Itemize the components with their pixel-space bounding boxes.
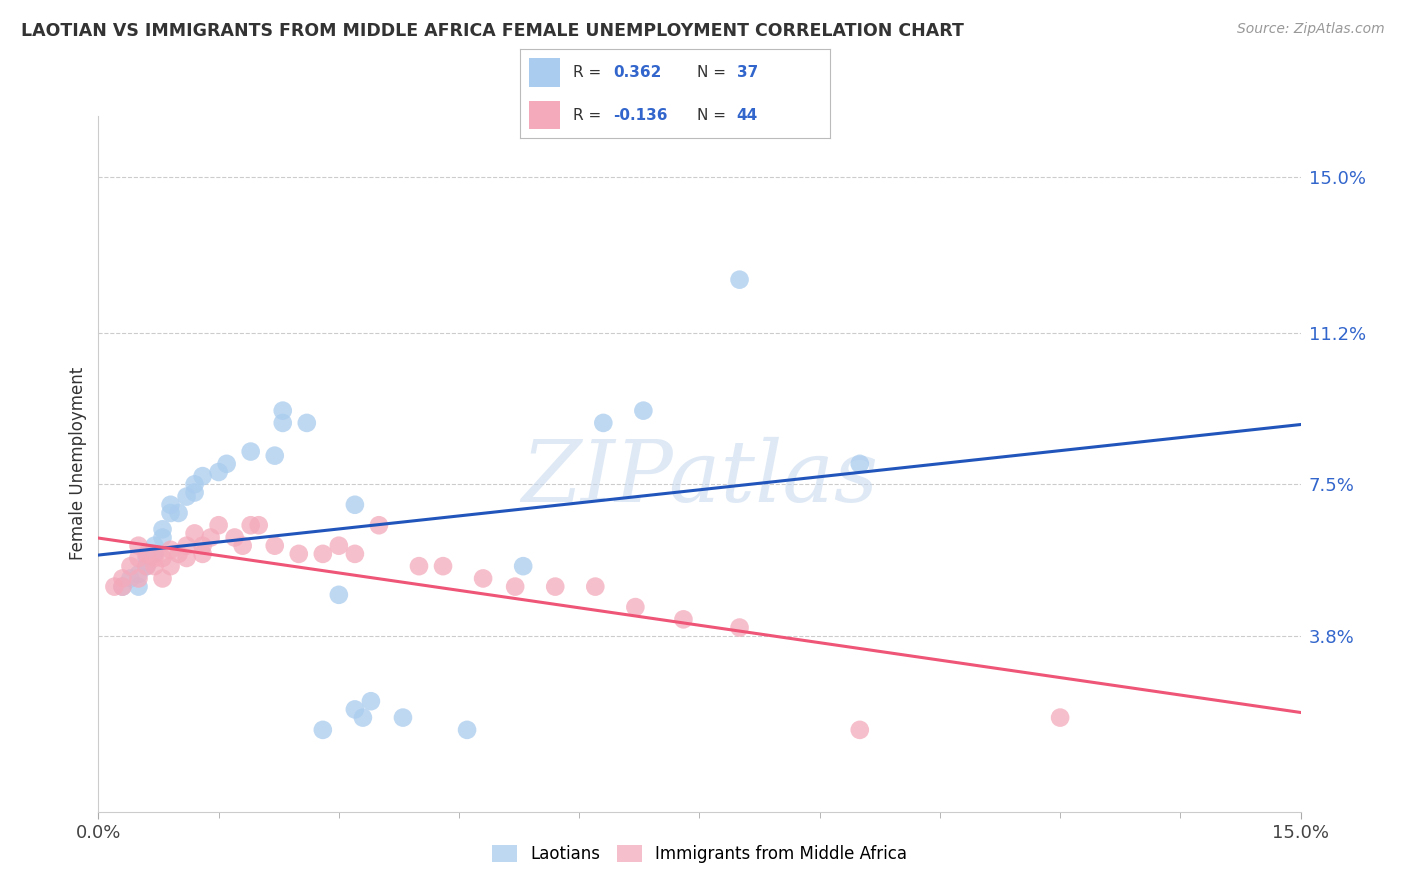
Y-axis label: Female Unemployment: Female Unemployment xyxy=(69,368,87,560)
Point xyxy=(503,580,526,594)
Legend: Laotians, Immigrants from Middle Africa: Laotians, Immigrants from Middle Africa xyxy=(485,838,914,870)
Point xyxy=(176,539,198,553)
Point xyxy=(143,551,166,566)
Point xyxy=(295,416,318,430)
Point xyxy=(159,542,181,557)
Point xyxy=(135,551,157,566)
Point xyxy=(128,580,150,594)
Point xyxy=(592,416,614,430)
Point xyxy=(152,522,174,536)
Point xyxy=(328,539,350,553)
Point xyxy=(128,571,150,585)
Text: N =: N = xyxy=(696,108,730,122)
Point xyxy=(159,498,181,512)
Point xyxy=(392,710,415,724)
Text: R =: R = xyxy=(572,108,606,122)
Point xyxy=(143,539,166,553)
Point xyxy=(512,559,534,574)
Text: Source: ZipAtlas.com: Source: ZipAtlas.com xyxy=(1237,22,1385,37)
Point xyxy=(208,465,231,479)
Text: 0.362: 0.362 xyxy=(613,65,661,79)
Point xyxy=(343,702,366,716)
Text: 44: 44 xyxy=(737,108,758,122)
Point xyxy=(271,416,294,430)
Point xyxy=(143,547,166,561)
Point xyxy=(263,449,285,463)
Point xyxy=(583,580,606,594)
Point xyxy=(200,531,222,545)
Point xyxy=(432,559,454,574)
Point xyxy=(143,559,166,574)
Point xyxy=(288,547,311,561)
Text: ZIPatlas: ZIPatlas xyxy=(520,436,879,519)
Point xyxy=(183,485,205,500)
Point xyxy=(343,498,366,512)
Point xyxy=(128,539,150,553)
Point xyxy=(120,559,142,574)
Point xyxy=(312,547,335,561)
Point xyxy=(215,457,238,471)
Point xyxy=(239,444,262,458)
Point xyxy=(103,580,125,594)
Point xyxy=(312,723,335,737)
Bar xyxy=(530,58,561,87)
Point xyxy=(328,588,350,602)
Point xyxy=(183,477,205,491)
Point xyxy=(224,531,246,545)
Point xyxy=(128,567,150,582)
Point xyxy=(849,723,872,737)
Point xyxy=(672,612,695,626)
Point xyxy=(120,571,142,585)
Point xyxy=(263,539,285,553)
Point xyxy=(159,559,181,574)
Point xyxy=(176,551,198,566)
Point xyxy=(128,551,150,566)
Point xyxy=(191,539,214,553)
Point xyxy=(183,526,205,541)
Point xyxy=(167,547,190,561)
Point xyxy=(456,723,478,737)
Point xyxy=(208,518,231,533)
Point xyxy=(111,580,134,594)
Point xyxy=(239,518,262,533)
Point xyxy=(1049,710,1071,724)
Point xyxy=(152,571,174,585)
Point xyxy=(271,403,294,417)
Point xyxy=(167,506,190,520)
Point xyxy=(343,547,366,561)
Bar xyxy=(530,101,561,129)
Point xyxy=(544,580,567,594)
Point xyxy=(728,273,751,287)
Text: 37: 37 xyxy=(737,65,758,79)
Point xyxy=(159,506,181,520)
Point xyxy=(368,518,391,533)
Point xyxy=(624,600,647,615)
Point xyxy=(135,559,157,574)
Point xyxy=(849,457,872,471)
Point xyxy=(728,621,751,635)
Point xyxy=(247,518,270,533)
Point xyxy=(232,539,254,553)
Point xyxy=(352,710,374,724)
Text: LAOTIAN VS IMMIGRANTS FROM MIDDLE AFRICA FEMALE UNEMPLOYMENT CORRELATION CHART: LAOTIAN VS IMMIGRANTS FROM MIDDLE AFRICA… xyxy=(21,22,965,40)
Point xyxy=(111,571,134,585)
Point xyxy=(360,694,382,708)
Point xyxy=(111,580,134,594)
Point xyxy=(176,490,198,504)
Text: -0.136: -0.136 xyxy=(613,108,668,122)
Point xyxy=(135,559,157,574)
Text: N =: N = xyxy=(696,65,730,79)
Point xyxy=(633,403,655,417)
Point xyxy=(152,551,174,566)
Point xyxy=(191,469,214,483)
Point xyxy=(135,547,157,561)
Point xyxy=(191,547,214,561)
Point xyxy=(152,531,174,545)
Text: R =: R = xyxy=(572,65,606,79)
Point xyxy=(472,571,495,585)
Point xyxy=(408,559,430,574)
